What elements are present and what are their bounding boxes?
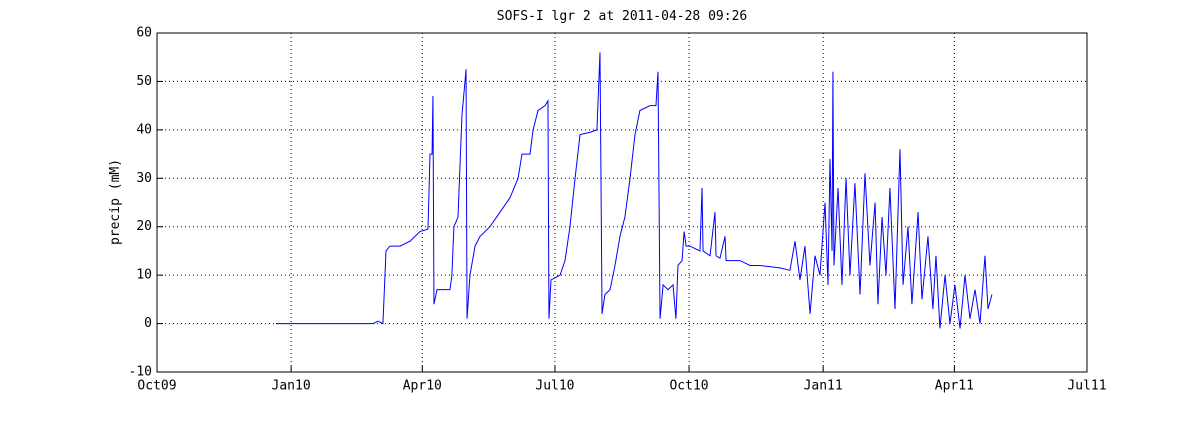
chart-title: SOFS-I lgr 2 at 2011-04-28 09:26 [497, 9, 747, 24]
x-tick-label: Jul11 [1067, 379, 1106, 394]
y-tick-label: 10 [136, 268, 152, 283]
x-tick-label: Jan10 [272, 379, 311, 394]
y-axis-label: precip (mM) [108, 159, 123, 245]
x-tick-label: Apr10 [403, 379, 442, 394]
y-tick-label: 50 [136, 74, 152, 89]
data-line [275, 52, 993, 329]
y-tick-label: 60 [136, 26, 152, 41]
x-tick-label: Jul10 [535, 379, 574, 394]
x-tick-label: Apr11 [935, 379, 974, 394]
y-tick-label: 0 [144, 316, 152, 331]
y-tick-label: 40 [136, 122, 152, 137]
plot-frame [156, 32, 1088, 373]
x-tick-label: Jan11 [804, 379, 843, 394]
y-tick-label: -10 [129, 365, 152, 380]
x-tick-label: Oct09 [137, 379, 176, 394]
y-tick-label: 30 [136, 171, 152, 186]
y-tick-label: 20 [136, 219, 152, 234]
x-tick-label: Oct10 [669, 379, 708, 394]
